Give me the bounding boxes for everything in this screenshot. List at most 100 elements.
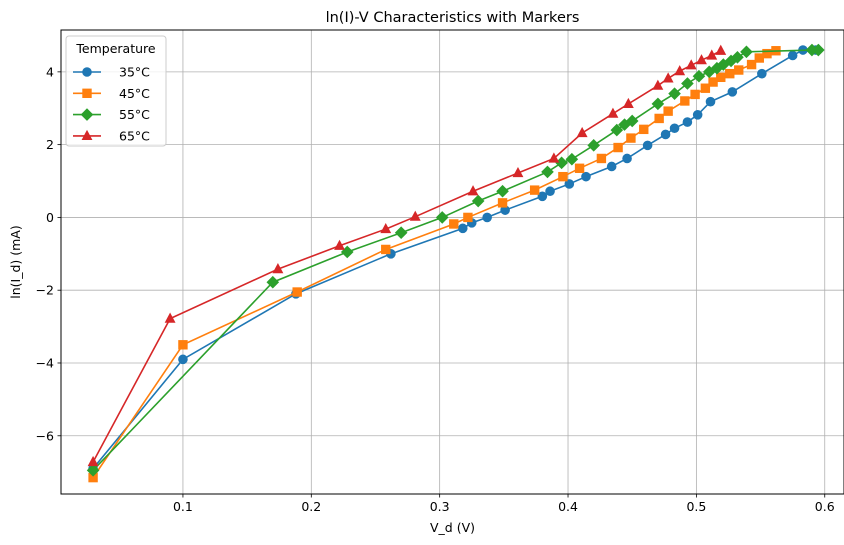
series-2 — [86, 43, 825, 477]
data-point — [663, 106, 673, 116]
data-point — [266, 275, 280, 289]
data-point — [682, 117, 693, 127]
legend-title: Temperature — [75, 41, 155, 56]
y-tick-label: −4 — [36, 355, 54, 370]
data-point — [576, 126, 588, 138]
series-line — [92, 49, 816, 470]
data-point — [512, 166, 524, 178]
series-1 — [88, 46, 781, 483]
series-3 — [87, 44, 727, 467]
data-point — [482, 212, 492, 223]
data-point — [564, 179, 575, 189]
x-tick-label: 0.1 — [173, 499, 193, 514]
data-point — [178, 354, 188, 365]
data-point — [696, 54, 707, 65]
y-tick-label: 2 — [46, 137, 54, 152]
data-point — [626, 133, 636, 143]
data-point — [787, 50, 798, 61]
y-tick-label: 4 — [46, 64, 54, 79]
data-point — [497, 198, 508, 208]
data-point — [164, 312, 176, 323]
data-point — [708, 77, 718, 87]
legend-entries: 35°C 45°C 55°C 65°C — [73, 65, 150, 143]
data-point — [574, 163, 585, 173]
data-point — [622, 97, 634, 108]
data-point — [537, 191, 548, 202]
data-point — [610, 123, 624, 137]
data-point — [581, 171, 591, 182]
data-point — [178, 340, 188, 350]
plot-frame — [60, 29, 844, 495]
legend-label: 45°C — [119, 86, 150, 101]
data-point — [651, 97, 665, 111]
data-point — [87, 455, 99, 467]
chart-title: ln(I)-V Characteristics with Markers — [326, 10, 580, 26]
legend-marker — [80, 108, 94, 121]
data-point — [734, 65, 744, 75]
data-point — [622, 153, 632, 164]
data-point — [685, 59, 697, 70]
series-line — [92, 49, 819, 471]
data-point — [541, 165, 554, 179]
legend-marker — [82, 88, 92, 98]
plot-series — [86, 43, 825, 483]
y-tick-label: −6 — [36, 428, 54, 443]
data-point — [381, 244, 391, 255]
data-point — [731, 50, 744, 64]
data-point — [409, 210, 421, 221]
data-point — [596, 153, 607, 164]
data-point — [727, 87, 738, 97]
data-point — [762, 48, 772, 59]
data-point — [548, 152, 560, 163]
y-tick-label: −2 — [36, 283, 54, 298]
data-point — [642, 140, 653, 151]
data-point — [674, 65, 686, 76]
legend-entry: 45°C — [73, 86, 150, 101]
data-point — [746, 59, 757, 70]
data-point — [652, 79, 664, 90]
data-point — [692, 69, 706, 83]
grid-lines — [61, 30, 844, 494]
data-point — [606, 161, 617, 172]
axis-ticks: 0.1 0.2 0.3 0.4 0.5 0.6 −6 −4 −2 0 2 4 — [36, 64, 835, 514]
data-point — [587, 139, 601, 152]
data-point — [529, 185, 540, 195]
series-0 — [88, 45, 821, 474]
legend-entry: 55°C — [73, 107, 150, 122]
data-point — [435, 211, 449, 224]
data-point — [700, 83, 711, 93]
data-point — [692, 109, 703, 120]
data-point — [607, 107, 619, 118]
data-point — [754, 53, 764, 63]
data-point — [292, 287, 302, 297]
data-point — [613, 142, 623, 153]
data-point — [639, 124, 649, 135]
data-point — [668, 87, 681, 100]
series-line — [92, 49, 777, 479]
x-tick-label: 0.2 — [301, 499, 321, 514]
data-point — [680, 96, 690, 106]
data-point — [467, 185, 479, 196]
data-point — [740, 45, 753, 59]
series-line — [92, 50, 722, 463]
legend-label: 55°C — [119, 107, 150, 122]
data-point — [669, 123, 680, 134]
legend-entry: 35°C — [73, 65, 150, 80]
data-point — [690, 89, 700, 100]
data-point — [471, 194, 485, 208]
data-point — [565, 152, 579, 166]
legend: Temperature 35°C 45°C 55°C 65°C — [65, 35, 167, 147]
data-point — [380, 223, 392, 234]
data-point — [558, 171, 568, 182]
data-point — [716, 72, 726, 83]
data-point — [660, 129, 671, 140]
data-point — [457, 223, 468, 234]
data-point — [496, 184, 509, 198]
legend-frame — [65, 35, 167, 147]
data-point — [449, 219, 459, 229]
data-point — [394, 226, 408, 240]
x-tick-label: 0.4 — [558, 499, 578, 514]
y-tick-label: 0 — [46, 210, 54, 225]
x-tick-label: 0.6 — [815, 499, 835, 514]
x-tick-label: 0.5 — [686, 499, 706, 514]
